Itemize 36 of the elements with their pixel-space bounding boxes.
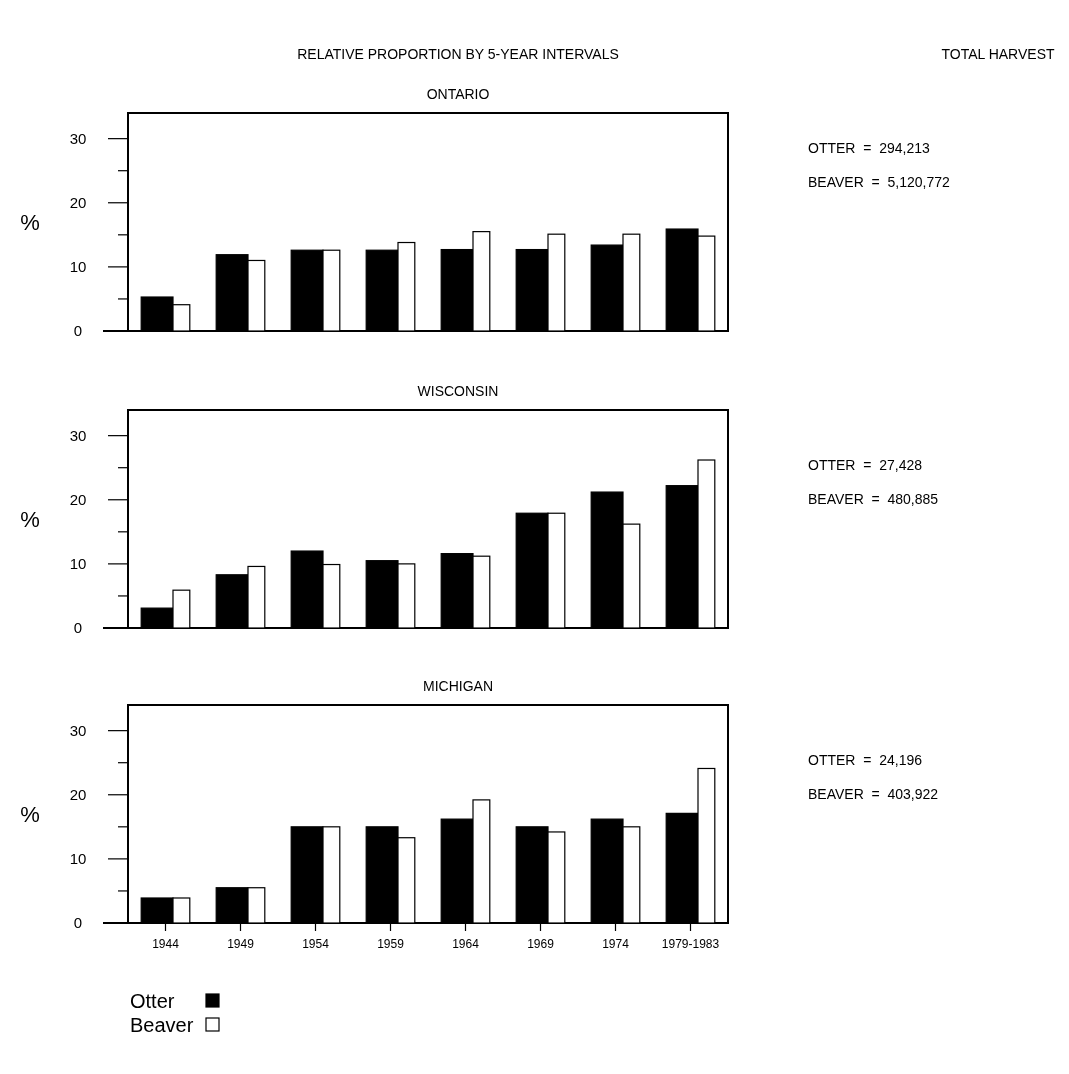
- y-tick-label: 0: [73, 619, 83, 636]
- x-tick-label: 1954: [302, 937, 330, 951]
- text: OTTER = 27,428: [808, 457, 923, 473]
- chart-title: MICHIGAN: [423, 678, 493, 694]
- y-axis-title: %: [20, 802, 40, 827]
- y-tick-label: 20: [69, 193, 87, 211]
- x-tick-label: 1944: [152, 937, 180, 951]
- text: BEAVER = 480,885: [808, 491, 939, 507]
- legend-label: Otter: [130, 990, 175, 1012]
- x-tick-label: 1959: [377, 937, 405, 951]
- y-tick-label: 0: [73, 322, 83, 339]
- y-tick-label: 10: [69, 257, 87, 275]
- y-axis-title: %: [20, 210, 40, 235]
- x-tick-label: 1969: [527, 937, 555, 951]
- text: OTTER = 294,213: [808, 140, 930, 156]
- y-axis-title: %: [20, 507, 40, 532]
- text: TOTAL HARVEST: [941, 46, 1055, 62]
- y-tick-label: 20: [69, 785, 87, 803]
- text: RELATIVE PROPORTION BY 5-YEAR INTERVALS: [297, 46, 619, 62]
- x-tick-label: 1979-1983: [661, 937, 720, 951]
- y-tick-label: 30: [69, 426, 87, 444]
- y-tick-label: 20: [69, 490, 87, 508]
- y-tick-label: 30: [69, 721, 87, 739]
- y-tick-label: 10: [69, 554, 87, 572]
- text: OTTER = 24,196: [808, 752, 923, 768]
- legend-label: Beaver: [130, 1014, 194, 1036]
- chart-title: ONTARIO: [426, 86, 490, 102]
- x-tick-label: 1964: [452, 937, 480, 951]
- text: BEAVER = 403,922: [808, 786, 939, 802]
- text: BEAVER = 5,120,772: [808, 174, 950, 190]
- y-tick-label: 0: [73, 914, 83, 931]
- y-tick-label: 10: [69, 849, 87, 867]
- chart-title: WISCONSIN: [417, 383, 499, 399]
- x-tick-label: 1949: [227, 937, 255, 951]
- y-tick-label: 30: [69, 129, 87, 147]
- x-tick-label: 1974: [602, 937, 630, 951]
